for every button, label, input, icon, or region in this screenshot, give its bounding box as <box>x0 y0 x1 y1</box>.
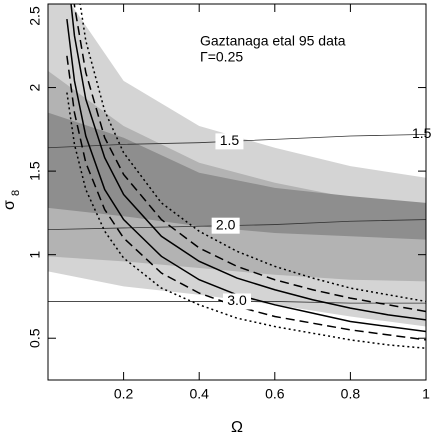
y-axis-label-subscript: 8 <box>10 190 22 196</box>
model-curve <box>66 55 426 341</box>
contour-label: 2.0 <box>216 216 236 232</box>
annotation: Gaztanaga etal 95 data <box>200 33 346 49</box>
y-tick-label: 1 <box>27 251 43 259</box>
model-curve <box>73 4 426 313</box>
x-tick-label: 0.6 <box>265 386 285 402</box>
contour-label: 3.0 <box>227 292 247 308</box>
axes-frame <box>47 3 427 381</box>
x-tick-label: 0.4 <box>189 386 209 402</box>
x-axis-label: Ω <box>231 419 243 436</box>
y-axis-label-group: σ 8 <box>1 190 22 210</box>
y-tick-label: 1.5 <box>27 161 43 181</box>
model-curve <box>79 4 426 303</box>
y-tick-label: 2.5 <box>27 6 43 26</box>
y-axis-label: σ <box>1 200 18 210</box>
contour-label-bg <box>223 293 251 310</box>
x-tick-label: 1 <box>422 386 430 402</box>
contour-label-bg <box>215 133 244 150</box>
plot-area <box>48 4 426 349</box>
annotation: Γ=0.25 <box>200 49 243 65</box>
y-tick-label: 2 <box>27 83 43 91</box>
contour-label: 1.5 <box>220 132 240 148</box>
model-curve <box>70 4 426 321</box>
contour-label-bg <box>211 217 240 234</box>
confidence-band <box>48 112 426 240</box>
y-tick-label: 0.5 <box>27 328 43 348</box>
x-tick-label: 0.8 <box>341 386 361 402</box>
contour-end-label: 1.5 <box>412 125 432 141</box>
model-curve <box>66 18 426 333</box>
x-tick-label: 0.2 <box>114 386 134 402</box>
